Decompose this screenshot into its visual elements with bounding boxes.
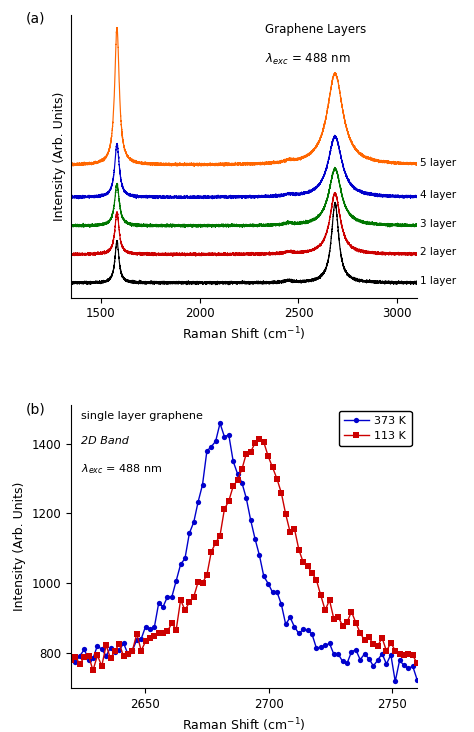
- 113 K: [226, 496, 232, 505]
- Text: 4 layer: 4 layer: [420, 190, 456, 200]
- 373 K: [414, 676, 420, 684]
- Line: 113 K: 113 K: [68, 436, 420, 673]
- Y-axis label: Intensity (Arb. Units): Intensity (Arb. Units): [53, 92, 65, 221]
- 113 K: [90, 666, 96, 675]
- 113 K: [301, 558, 306, 567]
- Line: 373 K: 373 K: [68, 421, 420, 684]
- X-axis label: Raman Shift (cm$^{-1}$): Raman Shift (cm$^{-1}$): [182, 717, 306, 732]
- 113 K: [383, 646, 389, 655]
- X-axis label: Raman Shift (cm$^{-1}$): Raman Shift (cm$^{-1}$): [182, 326, 306, 343]
- Text: (a): (a): [26, 12, 46, 26]
- 373 K: [309, 630, 315, 638]
- 113 K: [283, 510, 289, 519]
- 373 K: [226, 430, 232, 439]
- Text: single layer graphene: single layer graphene: [82, 411, 203, 421]
- 373 K: [283, 620, 289, 629]
- 373 K: [392, 677, 398, 686]
- Text: $\lambda_{exc}$ = 488 nm: $\lambda_{exc}$ = 488 nm: [265, 51, 351, 67]
- Text: 1 layer: 1 layer: [420, 276, 456, 285]
- Text: $\lambda_{exc}$ = 488 nm: $\lambda_{exc}$ = 488 nm: [82, 462, 163, 476]
- Text: (b): (b): [26, 403, 46, 417]
- Text: 5 layer: 5 layer: [420, 158, 456, 168]
- Text: Graphene Layers: Graphene Layers: [265, 23, 366, 36]
- 113 K: [68, 656, 74, 665]
- Y-axis label: Intensity (Arb. Units): Intensity (Arb. Units): [13, 482, 26, 611]
- 373 K: [217, 419, 223, 427]
- 373 K: [296, 629, 302, 638]
- 113 K: [414, 659, 420, 668]
- 373 K: [279, 600, 284, 609]
- Text: 2D Band: 2D Band: [82, 436, 129, 447]
- 113 K: [313, 575, 319, 584]
- 373 K: [68, 654, 74, 663]
- Text: 2 layer: 2 layer: [420, 247, 456, 257]
- Text: 3 layer: 3 layer: [420, 219, 456, 228]
- 373 K: [379, 649, 385, 658]
- Legend: 373 K, 113 K: 373 K, 113 K: [338, 411, 411, 447]
- 113 K: [256, 435, 262, 444]
- 113 K: [287, 528, 293, 537]
